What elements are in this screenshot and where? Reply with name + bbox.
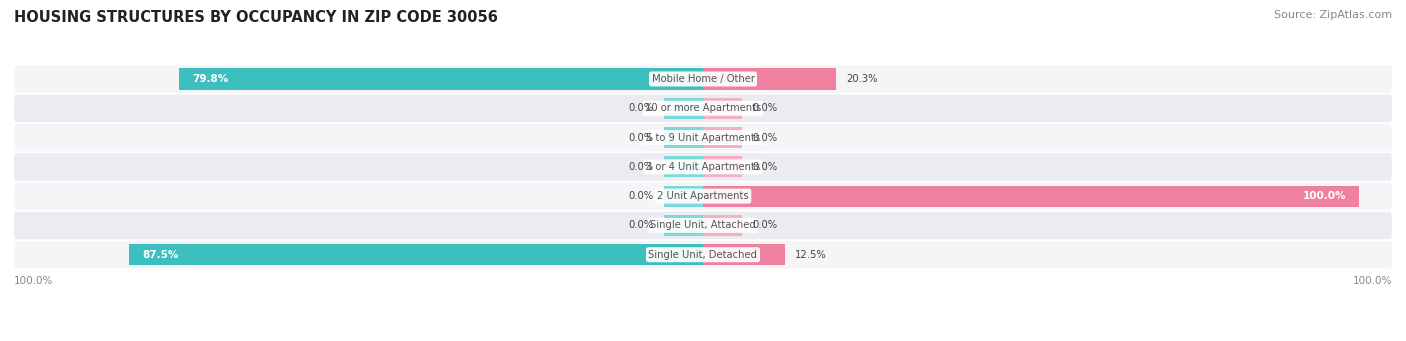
Bar [664,127,703,148]
Text: Source: ZipAtlas.com: Source: ZipAtlas.com [1274,10,1392,20]
Text: Single Unit, Detached: Single Unit, Detached [648,250,758,260]
FancyBboxPatch shape [14,212,1392,239]
Text: 2 Unit Apartments: 2 Unit Apartments [657,191,749,201]
Bar [703,244,785,265]
Text: HOUSING STRUCTURES BY OCCUPANCY IN ZIP CODE 30056: HOUSING STRUCTURES BY OCCUPANCY IN ZIP C… [14,10,498,25]
Text: 0.0%: 0.0% [752,162,778,172]
Text: 0.0%: 0.0% [628,220,654,231]
Text: 79.8%: 79.8% [193,74,229,84]
FancyBboxPatch shape [14,182,1392,210]
Text: Single Unit, Attached: Single Unit, Attached [650,220,756,231]
Text: 100.0%: 100.0% [1353,276,1392,286]
Text: 0.0%: 0.0% [752,133,778,143]
FancyBboxPatch shape [14,153,1392,181]
Bar [703,127,742,148]
FancyBboxPatch shape [14,65,1392,93]
Text: 0.0%: 0.0% [628,103,654,113]
Bar [703,156,742,177]
Bar [664,186,703,207]
Bar [664,215,703,236]
Text: 12.5%: 12.5% [794,250,827,260]
FancyBboxPatch shape [14,124,1392,151]
Text: 0.0%: 0.0% [628,162,654,172]
Text: 10 or more Apartments: 10 or more Apartments [645,103,761,113]
Text: 0.0%: 0.0% [752,220,778,231]
Bar [180,69,703,90]
FancyBboxPatch shape [14,94,1392,122]
Text: 87.5%: 87.5% [142,250,179,260]
Bar [703,69,837,90]
Text: 0.0%: 0.0% [628,133,654,143]
Text: 100.0%: 100.0% [14,276,53,286]
Bar [664,156,703,177]
Text: 0.0%: 0.0% [628,191,654,201]
Bar [129,244,703,265]
Bar [703,98,742,119]
Text: 20.3%: 20.3% [846,74,877,84]
Text: 3 or 4 Unit Apartments: 3 or 4 Unit Apartments [645,162,761,172]
Text: 0.0%: 0.0% [752,103,778,113]
Text: 5 to 9 Unit Apartments: 5 to 9 Unit Apartments [645,133,761,143]
FancyBboxPatch shape [14,241,1392,268]
Bar [664,98,703,119]
Text: Mobile Home / Other: Mobile Home / Other [651,74,755,84]
Bar [703,186,1360,207]
Bar [703,215,742,236]
Text: 100.0%: 100.0% [1302,191,1346,201]
